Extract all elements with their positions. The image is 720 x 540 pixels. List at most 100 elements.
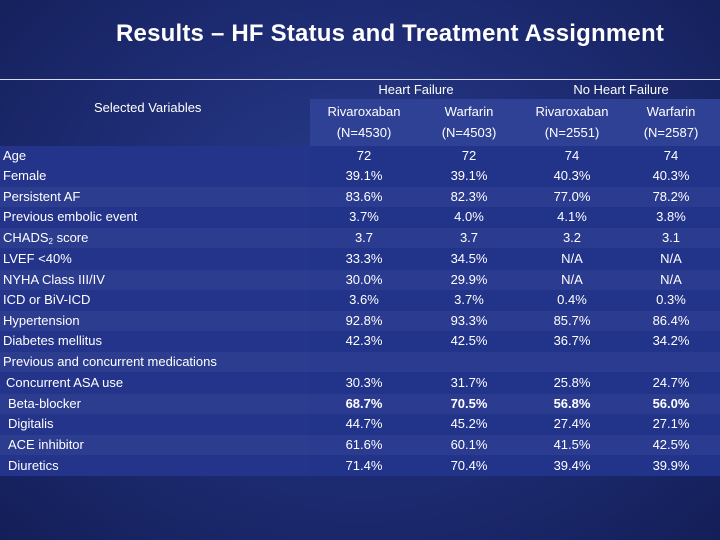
cell: 39.1% (345, 168, 383, 183)
row-label: ICD or BiV-ICD (3, 292, 91, 307)
row-label: NYHA Class III/IV (3, 272, 105, 287)
table-row-nyha-class: NYHA Class III/IV 30.0% 29.9% N/A N/A (0, 270, 720, 290)
row-label-band (0, 146, 310, 476)
row-label: Diabetes mellitus (3, 333, 102, 348)
group-header-heart-failure: Heart Failure (378, 82, 454, 97)
cell: N/A (561, 251, 583, 266)
cell: 3.7 (459, 230, 479, 245)
data-band (310, 146, 720, 476)
cell: 71.4% (345, 458, 383, 473)
cell: 4.1% (557, 209, 587, 224)
row-label: CHADS2 score (3, 230, 88, 246)
column-header-nohf-rivaroxaban: Rivaroxaban (N=2551) (522, 101, 622, 143)
cell: 61.6% (345, 437, 383, 452)
row-label: Age (3, 148, 27, 163)
row-label: Beta-blocker (8, 396, 81, 411)
row-label: ACE inhibitor (8, 437, 84, 452)
cell: 68.7% (345, 396, 383, 411)
cell: 34.2% (652, 333, 690, 348)
cell: 85.7% (553, 313, 591, 328)
cell: 0.4% (557, 292, 587, 307)
cell: 93.3% (450, 313, 488, 328)
column-drug: Warfarin (646, 104, 696, 119)
cell: 72 (461, 148, 477, 163)
cell: 34.5% (450, 251, 488, 266)
cell: 44.7% (345, 416, 383, 431)
row-label: Concurrent ASA use (6, 375, 124, 390)
table-row-digitalis: Digitalis 44.7% 45.2% 27.4% 27.1% (0, 414, 720, 434)
table-row-ace-inhibitor: ACE inhibitor 61.6% 60.1% 41.5% 42.5% (0, 435, 720, 455)
table-row-age: Age 72 72 74 74 (0, 146, 720, 166)
table-row-diabetes: Diabetes mellitus 42.3% 42.5% 36.7% 34.2… (0, 331, 720, 351)
row-label-main: CHADS (3, 230, 49, 245)
cell: 30.0% (345, 272, 383, 287)
selected-variables-label: Selected Variables (94, 100, 202, 115)
cell: 60.1% (450, 437, 488, 452)
cell: 40.3% (652, 168, 690, 183)
row-label-suffix: score (52, 230, 89, 245)
cell: 29.9% (450, 272, 488, 287)
cell: 41.5% (553, 437, 591, 452)
cell: 74 (564, 148, 580, 163)
row-label: LVEF <40% (3, 251, 72, 266)
row-label: Female (3, 168, 47, 183)
cell: 56.0% (652, 396, 690, 411)
column-drug: Rivaroxaban (535, 104, 609, 119)
cell: 25.8% (553, 375, 591, 390)
cell: 0.3% (656, 292, 686, 307)
cell: N/A (660, 251, 682, 266)
row-label-subscript: 2 (48, 237, 53, 246)
table-row-icd: ICD or BiV-ICD 3.6% 3.7% 0.4% 0.3% (0, 290, 720, 310)
table-row-female: Female 39.1% 39.1% 40.3% 40.3% (0, 166, 720, 186)
cell: 83.6% (345, 189, 383, 204)
cell: 30.3% (345, 375, 383, 390)
cell: 3.8% (656, 209, 686, 224)
cell: N/A (561, 272, 583, 287)
column-n: (N=2587) (643, 125, 699, 140)
cell: 27.1% (652, 416, 690, 431)
group-header-no-heart-failure: No Heart Failure (573, 82, 669, 97)
cell: N/A (660, 272, 682, 287)
column-drug: Warfarin (444, 104, 494, 119)
cell: 3.1 (661, 230, 681, 245)
column-drug: Rivaroxaban (327, 104, 401, 119)
row-label: Previous embolic event (3, 209, 138, 224)
row-label: Hypertension (3, 313, 80, 328)
row-label: Diuretics (8, 458, 59, 473)
table-row-diuretics: Diuretics 71.4% 70.4% 39.4% 39.9% (0, 456, 720, 476)
cell: 39.4% (553, 458, 591, 473)
column-header-hf-rivaroxaban: Rivaroxaban (N=4530) (312, 101, 416, 143)
column-header-hf-warfarin: Warfarin (N=4503) (416, 101, 522, 143)
cell: 82.3% (450, 189, 488, 204)
cell: 3.7 (354, 230, 374, 245)
column-n: (N=2551) (544, 125, 600, 140)
cell: 78.2% (652, 189, 690, 204)
cell: 39.1% (450, 168, 488, 183)
cell: 70.5% (450, 396, 488, 411)
cell: 36.7% (553, 333, 591, 348)
cell: 77.0% (553, 189, 591, 204)
table-row-chads2-score: CHADS2 score 3.7 3.7 3.2 3.1 (0, 228, 720, 248)
cell: 4.0% (454, 209, 484, 224)
cell: 3.2 (562, 230, 582, 245)
row-label: Digitalis (8, 416, 54, 431)
cell: 3.6% (349, 292, 379, 307)
cell: 39.9% (652, 458, 690, 473)
cell: 42.5% (652, 437, 690, 452)
section-label: Previous and concurrent medications (3, 354, 217, 369)
cell: 3.7% (349, 209, 379, 224)
cell: 86.4% (652, 313, 690, 328)
cell: 33.3% (345, 251, 383, 266)
table-row-concurrent-asa: Concurrent ASA use 30.3% 31.7% 25.8% 24.… (0, 373, 720, 393)
table-row-persistent-af: Persistent AF 83.6% 82.3% 77.0% 78.2% (0, 187, 720, 207)
cell: 40.3% (553, 168, 591, 183)
column-header-nohf-warfarin: Warfarin (N=2587) (622, 101, 720, 143)
cell: 27.4% (553, 416, 591, 431)
column-n: (N=4503) (441, 125, 497, 140)
title-divider (0, 79, 720, 80)
table-row-section-medications: Previous and concurrent medications (0, 352, 720, 372)
cell: 3.7% (454, 292, 484, 307)
cell: 56.8% (553, 396, 591, 411)
cell: 72 (356, 148, 372, 163)
slide-title: Results – HF Status and Treatment Assign… (115, 20, 665, 47)
